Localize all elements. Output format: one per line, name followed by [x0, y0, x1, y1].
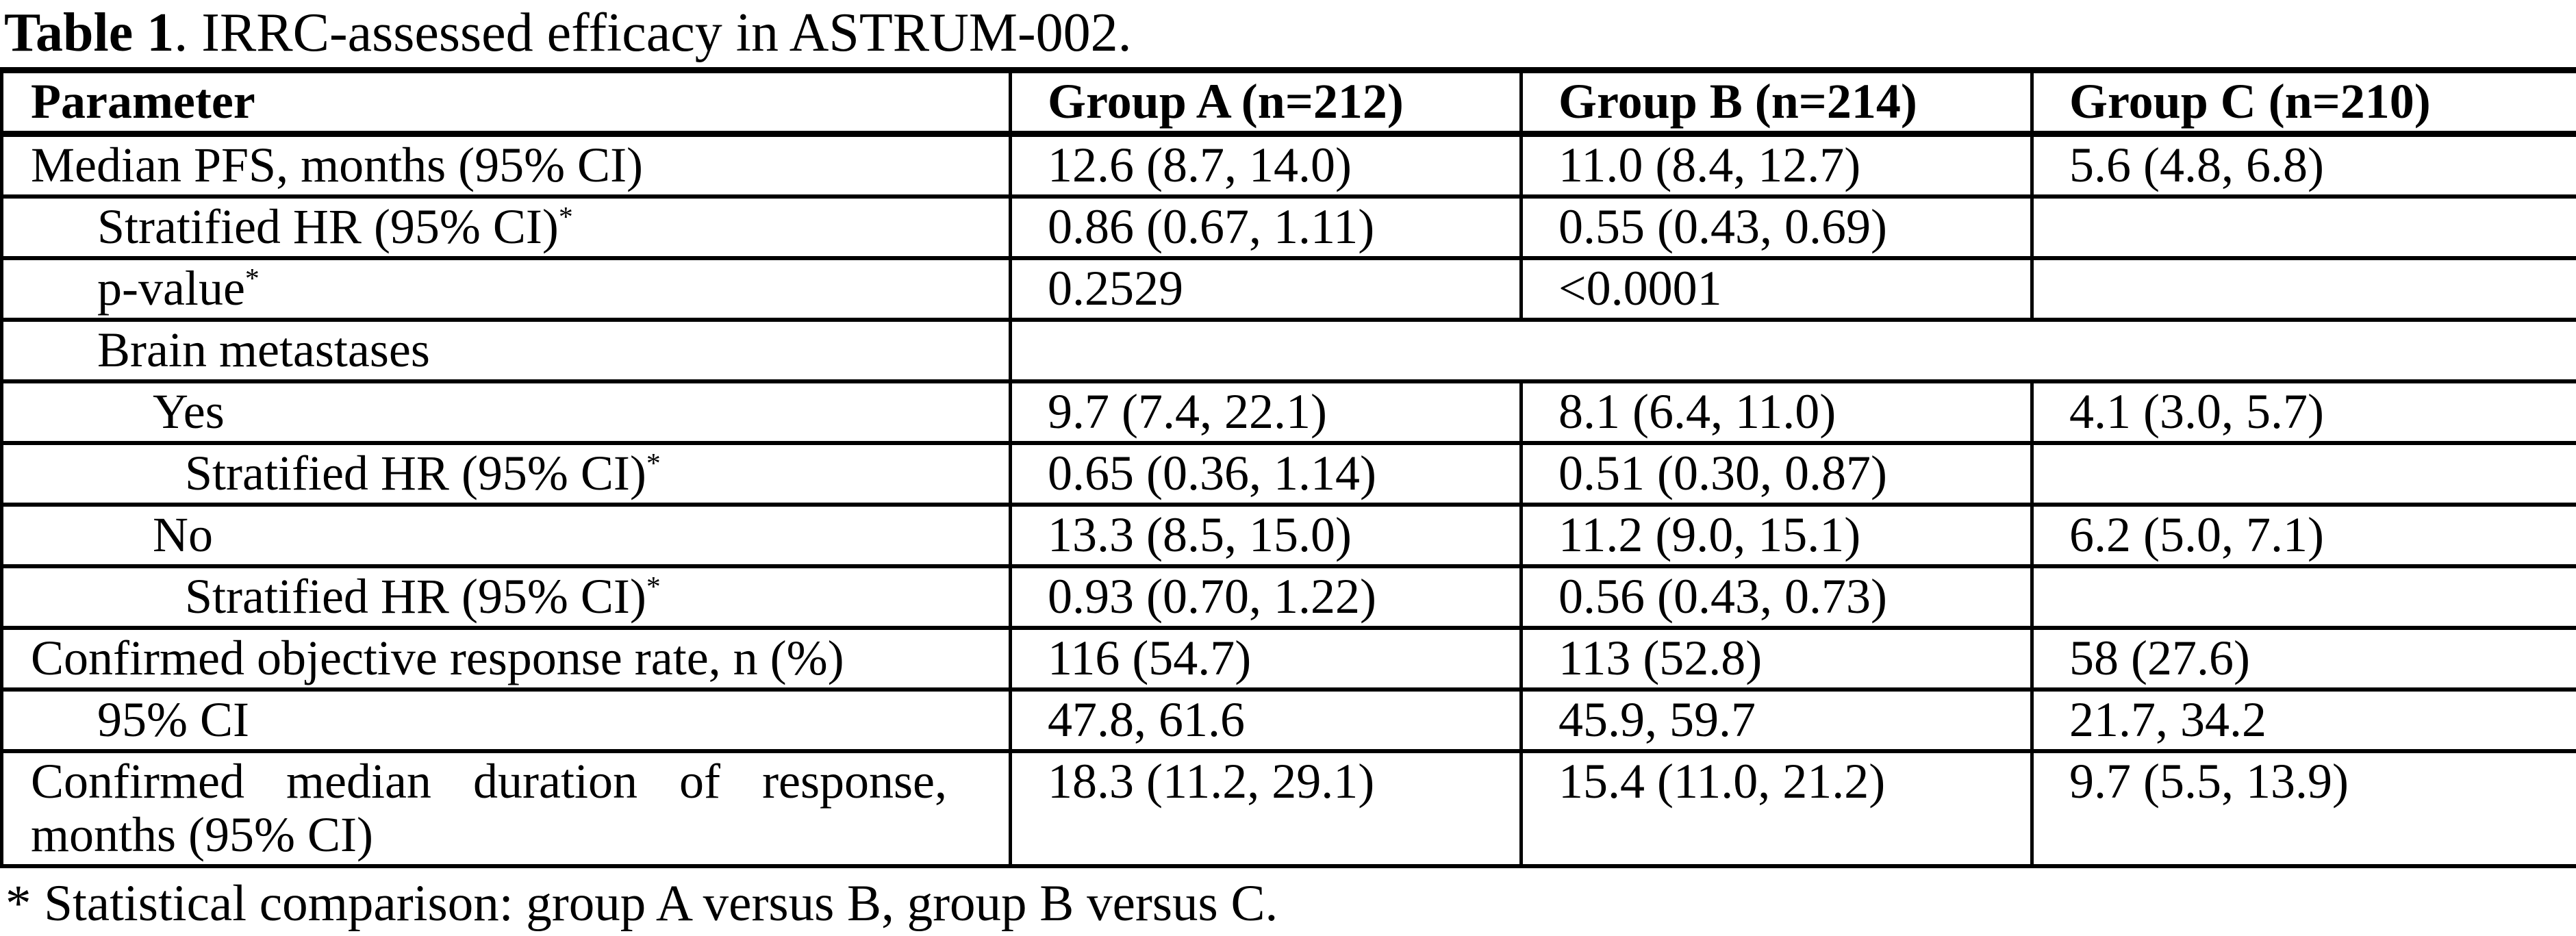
- data-cell: 8.1 (6.4, 11.0): [1519, 379, 2034, 445]
- data-cell: 6.2 (5.0, 7.1): [2030, 503, 2576, 568]
- data-cell: 47.8, 61.6: [1009, 687, 1523, 753]
- data-cell: 9.7 (5.5, 13.9): [2030, 749, 2576, 868]
- table-row-brain-mets-yes: Yes 9.7 (7.4, 22.1) 8.1 (6.4, 11.0) 4.1 …: [0, 379, 2576, 445]
- data-cell: 58 (27.6): [2030, 626, 2576, 692]
- data-cell: 11.2 (9.0, 15.1): [1519, 503, 2034, 568]
- footnote-marker: *: [646, 448, 661, 479]
- data-cell: 13.3 (8.5, 15.0): [1009, 503, 1523, 568]
- merged-empty-cell: [1009, 318, 2576, 383]
- data-cell: <0.0001: [1519, 256, 2034, 322]
- column-header-parameter: Parameter: [0, 67, 1012, 137]
- table-row-duration-of-response: Confirmed median duration of response, m…: [0, 749, 2576, 868]
- data-cell: 0.2529: [1009, 256, 1523, 322]
- table-row-orr-ci: 95% CI 47.8, 61.6 45.9, 59.7 21.7, 34.2: [0, 687, 2576, 753]
- row-label: Stratified HR (95% CI)*: [0, 564, 1012, 630]
- row-label: 95% CI: [0, 687, 1012, 753]
- data-cell: 11.0 (8.4, 12.7): [1519, 131, 2034, 199]
- row-label: Confirmed median duration of response, m…: [0, 749, 1012, 868]
- row-label-text: Stratified HR (95% CI): [185, 446, 646, 501]
- footnote-marker: *: [244, 263, 260, 294]
- table-row-stratified-hr-yes: Stratified HR (95% CI)* 0.65 (0.36, 1.14…: [0, 441, 2576, 507]
- row-label: Brain metastases: [0, 318, 1012, 383]
- table-footnote: * Statistical comparison: group A versus…: [5, 875, 1278, 932]
- table-caption: Table 1. IRRC-assessed efficacy in ASTRU…: [0, 0, 2576, 63]
- header-row: Parameter Group A (n=212) Group B (n=214…: [0, 67, 2576, 137]
- table-row-brain-metastases: Brain metastases: [0, 318, 2576, 383]
- row-label: Stratified HR (95% CI)*: [0, 194, 1012, 260]
- efficacy-table: Parameter Group A (n=212) Group B (n=214…: [0, 67, 2576, 868]
- data-cell: [2030, 441, 2576, 507]
- data-cell: 18.3 (11.2, 29.1): [1009, 749, 1523, 868]
- table-row-orr: Confirmed objective response rate, n (%)…: [0, 626, 2576, 692]
- data-cell: 0.86 (0.67, 1.11): [1009, 194, 1523, 260]
- data-cell: 4.1 (3.0, 5.7): [2030, 379, 2576, 445]
- footnote-marker: *: [646, 571, 661, 603]
- table-row-median-pfs: Median PFS, months (95% CI) 12.6 (8.7, 1…: [0, 131, 2576, 199]
- data-cell: 5.6 (4.8, 6.8): [2030, 131, 2576, 199]
- data-cell: [2030, 194, 2576, 260]
- row-label: Stratified HR (95% CI)*: [0, 441, 1012, 507]
- row-label: p-value*: [0, 256, 1012, 322]
- data-cell: [2030, 564, 2576, 630]
- row-label: Median PFS, months (95% CI): [0, 131, 1012, 199]
- table-caption-number: Table 1: [4, 3, 175, 63]
- footnote-marker: *: [558, 201, 573, 233]
- data-cell: 0.93 (0.70, 1.22): [1009, 564, 1523, 630]
- table-row-stratified-hr-overall: Stratified HR (95% CI)* 0.86 (0.67, 1.11…: [0, 194, 2576, 260]
- row-label: No: [0, 503, 1012, 568]
- row-label: Yes: [0, 379, 1012, 445]
- data-cell: 12.6 (8.7, 14.0): [1009, 131, 1523, 199]
- table-row-brain-mets-no: No 13.3 (8.5, 15.0) 11.2 (9.0, 15.1) 6.2…: [0, 503, 2576, 568]
- data-cell: 9.7 (7.4, 22.1): [1009, 379, 1523, 445]
- data-cell: 15.4 (11.0, 21.2): [1519, 749, 2034, 868]
- data-cell: [2030, 256, 2576, 322]
- data-cell: 45.9, 59.7: [1519, 687, 2034, 753]
- table-row-stratified-hr-no: Stratified HR (95% CI)* 0.93 (0.70, 1.22…: [0, 564, 2576, 630]
- data-cell: 0.56 (0.43, 0.73): [1519, 564, 2034, 630]
- row-label-text: p-value: [97, 261, 245, 316]
- data-cell: 116 (54.7): [1009, 626, 1523, 692]
- column-header-group-c: Group C (n=210): [2030, 67, 2576, 137]
- data-cell: 0.55 (0.43, 0.69): [1519, 194, 2034, 260]
- data-cell: 0.65 (0.36, 1.14): [1009, 441, 1523, 507]
- data-cell: 0.51 (0.30, 0.87): [1519, 441, 2034, 507]
- row-label: Confirmed objective response rate, n (%): [0, 626, 1012, 692]
- row-label-text: Stratified HR (95% CI): [185, 569, 646, 624]
- column-header-group-b: Group B (n=214): [1519, 67, 2034, 137]
- column-header-group-a: Group A (n=212): [1009, 67, 1523, 137]
- table-caption-text: . IRRC-assessed efficacy in ASTRUM-002.: [174, 3, 1132, 63]
- row-label-text: Stratified HR (95% CI): [97, 199, 559, 254]
- data-cell: 21.7, 34.2: [2030, 687, 2576, 753]
- table-row-p-value: p-value* 0.2529 <0.0001: [0, 256, 2576, 322]
- data-cell: 113 (52.8): [1519, 626, 2034, 692]
